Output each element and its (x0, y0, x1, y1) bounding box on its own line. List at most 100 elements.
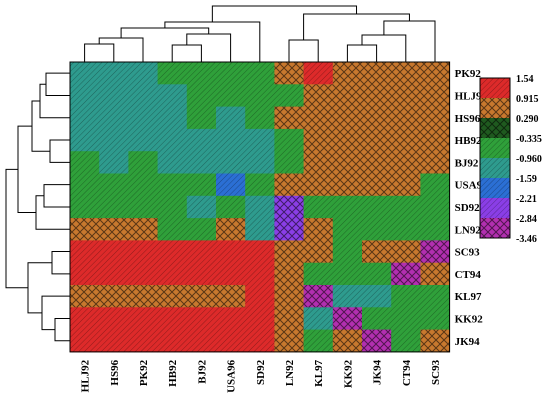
heatmap-cell-hatch (216, 173, 246, 197)
heatmap-cell-hatch (70, 151, 100, 174)
heatmap-cell-hatch (362, 84, 392, 107)
column-dendrogram-link (361, 34, 407, 62)
column-label: BJ92 (196, 359, 208, 383)
heatmap-cell-hatch (70, 173, 100, 197)
column-label: KL97 (313, 359, 325, 386)
heatmap-cell-hatch (99, 84, 129, 107)
heatmap-cell-hatch (274, 240, 304, 264)
heatmap-cell-hatch (391, 262, 421, 286)
heatmap-cell-hatch (157, 285, 188, 308)
heatmap-cell-hatch (332, 307, 363, 330)
heatmap-cell-hatch (186, 262, 217, 286)
heatmap-cell-hatch (391, 128, 421, 152)
column-label: USA96 (226, 359, 238, 393)
heatmap-cell-hatch (303, 106, 334, 130)
row-dendrogram-link (54, 317, 70, 342)
legend-label: -2.84 (516, 214, 537, 225)
heatmap-cell-hatch (420, 106, 450, 130)
row-dendrogram-root (5, 168, 28, 289)
column-dendrogram-link (383, 20, 436, 62)
column-label: HS96 (109, 359, 121, 385)
heatmap-cell-hatch (128, 329, 158, 353)
heatmap-cell-hatch (70, 218, 100, 241)
heatmap-cell-hatch (128, 173, 158, 197)
heatmap-cell-hatch (274, 195, 304, 219)
column-dendrogram (84, 5, 436, 62)
row-label: HS96 (455, 113, 481, 125)
heatmap-cell-hatch (128, 62, 158, 85)
heatmap-cell-hatch (274, 173, 304, 197)
row-label: PK92 (455, 68, 482, 80)
heatmap-cell-hatch (332, 329, 363, 353)
heatmap-cell-hatch (420, 307, 450, 330)
heatmap-cell-hatch (245, 240, 275, 264)
heatmap-cell-hatch (70, 307, 100, 330)
heatmap-cell-hatch (186, 195, 217, 219)
heatmap-cell-hatch (362, 262, 392, 286)
heatmap-cell-hatch (391, 151, 421, 174)
column-dendrogram-link (303, 13, 410, 40)
heatmap-cell-hatch (303, 84, 334, 107)
heatmap-cell-hatch (99, 262, 129, 286)
heatmap-cell-hatch (391, 195, 421, 219)
heatmap-cell-hatch (362, 173, 392, 197)
heatmap-cell-hatch (362, 285, 392, 308)
heatmap-cell-hatch (245, 307, 275, 330)
heatmap-cell-hatch (245, 128, 275, 152)
heatmap-cell-hatch (99, 62, 129, 85)
heatmap-cell-hatch (157, 240, 188, 264)
legend-label: -1.59 (516, 174, 537, 185)
heatmap-cell-hatch (216, 84, 246, 107)
heatmap-cell-hatch (70, 285, 100, 308)
heatmap-cell-hatch (245, 285, 275, 308)
heatmap-cell-hatch (128, 128, 158, 152)
heatmap-cell-hatch (216, 262, 246, 286)
heatmap-cell-hatch (99, 218, 129, 241)
heatmap-cell-hatch (70, 240, 100, 264)
heatmap-cell-hatch (128, 285, 158, 308)
heatmap-cell-hatch (186, 329, 217, 353)
column-dendrogram-link (346, 44, 378, 62)
row-label: BJ92 (455, 157, 479, 169)
heatmap-cell-hatch (332, 62, 363, 85)
column-label: LN92 (284, 359, 296, 386)
row-dendrogram (5, 72, 70, 342)
heatmap-cell-hatch (157, 329, 188, 353)
heatmap-cell-hatch (391, 307, 421, 330)
heatmap-cell-hatch (216, 128, 246, 152)
heatmap-cell-hatch (303, 151, 334, 174)
heatmap-cell-hatch (274, 307, 304, 330)
row-label: SD92 (455, 202, 481, 214)
legend-label: -3.46 (516, 234, 537, 245)
heatmap-cell-hatch (274, 329, 304, 353)
heatmap-cell-hatch (274, 84, 304, 107)
heatmap-cell-hatch (128, 151, 158, 174)
row-dendrogram-link (17, 125, 36, 214)
row-label: SC93 (455, 247, 481, 259)
heatmap-cell-hatch (245, 62, 275, 85)
heatmap-cell-hatch (332, 218, 363, 241)
column-label: KK92 (342, 359, 354, 388)
heatmap-cell-hatch (332, 106, 363, 130)
heatmap-cell-hatch (303, 285, 334, 308)
heatmap-cell-hatch (245, 84, 275, 107)
heatmap-cell-hatch (186, 285, 217, 308)
column-label: HB92 (167, 359, 179, 386)
heatmap-cell-hatch (157, 106, 188, 130)
heatmap-cell-hatch (216, 285, 246, 308)
heatmap-cell-hatch (216, 151, 246, 174)
heatmap-cell-hatch (420, 329, 450, 353)
heatmap-cell-hatch (303, 62, 334, 85)
row-label: HB92 (455, 135, 482, 147)
heatmap-cell-hatch (420, 62, 450, 85)
legend-swatch-hatch (480, 158, 510, 178)
heatmap-cell-hatch (99, 329, 129, 353)
heatmap-cell-hatch (70, 84, 100, 107)
heatmap-cell-hatch (332, 84, 363, 107)
heatmap-cell-hatch (362, 151, 392, 174)
heatmap-cell-hatch (216, 329, 246, 353)
column-dendrogram-root (211, 5, 358, 22)
column-label: HLJ92 (80, 359, 92, 392)
heatmap-cell-hatch (216, 218, 246, 241)
